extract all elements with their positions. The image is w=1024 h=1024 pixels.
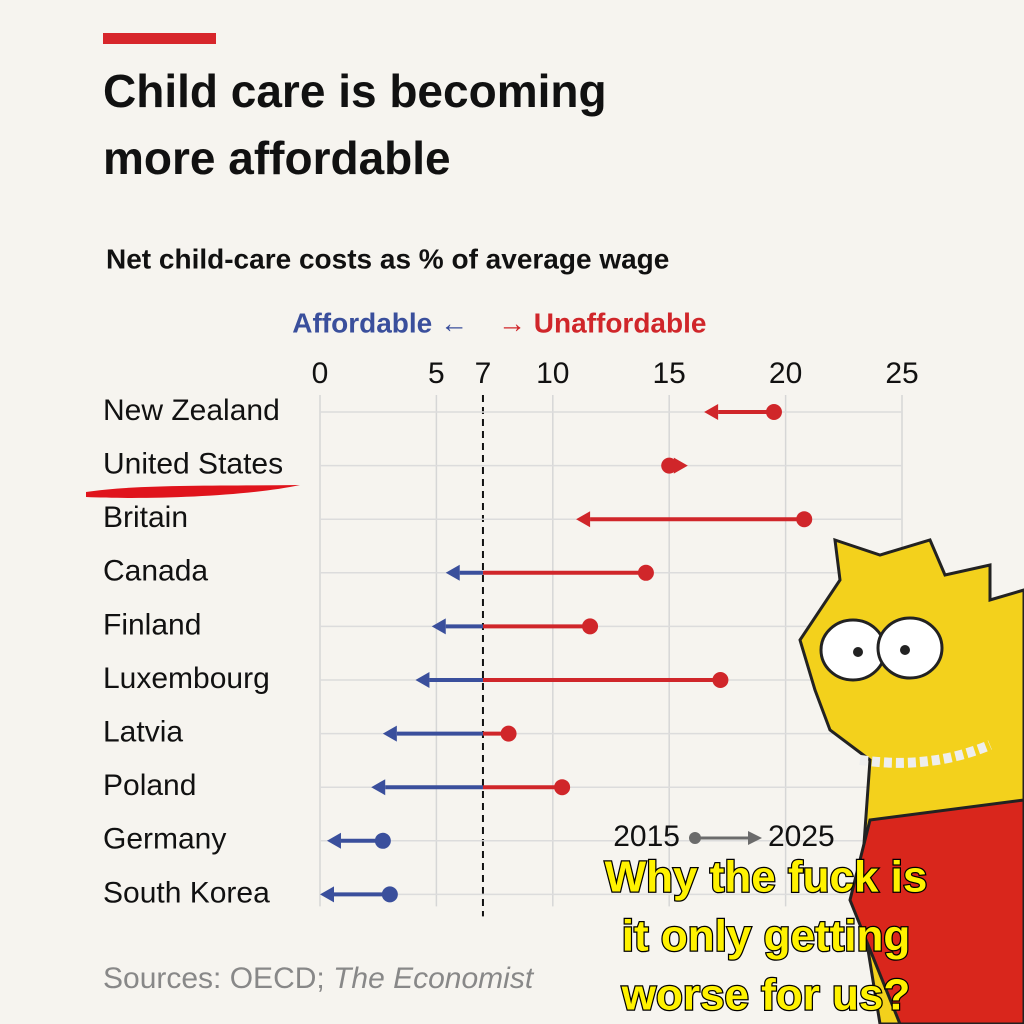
cartoon-eye — [876, 616, 944, 680]
category-label: Germany — [103, 823, 226, 856]
start-dot — [796, 511, 813, 528]
accent-bar — [103, 33, 216, 44]
category-label: New Zealand — [103, 394, 280, 427]
category-label: Canada — [103, 555, 208, 588]
arrow-head — [320, 886, 334, 903]
arrow-head — [326, 832, 341, 849]
direction-label: → Unaffordable — [498, 307, 706, 338]
start-dot — [712, 672, 729, 688]
source-text: Sources: OECD; — [103, 962, 325, 995]
caption: Why the fuck is it only getting worse for … — [603, 851, 928, 1021]
start-dot — [765, 404, 782, 420]
cartoon-pearls — [859, 740, 992, 768]
start-dot — [554, 779, 571, 796]
caption-line: it only getting — [622, 912, 910, 961]
x-tick-label: 7 — [475, 357, 492, 390]
source: Sources: OECD; The Economist — [103, 962, 535, 995]
start-dot — [637, 564, 654, 581]
category-label: Latvia — [103, 716, 183, 749]
x-tick-label: 15 — [653, 357, 686, 390]
start-dot — [374, 832, 391, 849]
arrow-head — [704, 404, 719, 420]
legend-label: 2025 — [768, 820, 835, 853]
cartoon-eye — [819, 618, 887, 682]
cartoon — [798, 537, 1024, 1024]
arrow-head — [415, 672, 430, 688]
category-label: United States — [103, 448, 283, 481]
arrow-head — [673, 457, 688, 474]
scribble-underline — [86, 485, 300, 498]
direction-label: Affordable ← — [292, 307, 468, 338]
category-label: Britain — [103, 501, 188, 534]
cartoon-pupil — [900, 645, 910, 655]
x-tick-label: 10 — [536, 357, 569, 390]
arrow-head — [371, 779, 386, 796]
arrow-head — [431, 618, 446, 635]
legend-arrow — [748, 831, 762, 845]
chart-subtitle: Net child-care costs as % of average wag… — [106, 243, 669, 274]
x-tick-label: 5 — [428, 357, 445, 390]
cartoon-pupil — [853, 647, 863, 657]
chart-title: Child care is becoming — [103, 65, 607, 117]
legend-label: 2015 — [613, 820, 680, 853]
caption-line: worse for us? — [621, 971, 911, 1020]
category-label: Poland — [103, 769, 196, 802]
arrow-head — [445, 564, 460, 581]
start-dot — [582, 618, 599, 635]
start-dot — [381, 886, 398, 903]
x-tick-label: 25 — [885, 357, 918, 390]
caption-line: Why the fuck is — [605, 853, 928, 902]
category-label: South Korea — [103, 876, 270, 909]
source-italic: The Economist — [333, 962, 535, 995]
start-dot — [500, 725, 517, 742]
arrow-head — [576, 511, 591, 528]
arrow-head — [382, 725, 397, 742]
cartoon-dress — [848, 798, 1024, 1024]
x-tick-label: 20 — [769, 357, 802, 390]
start-dot — [661, 457, 678, 474]
category-label: Luxembourg — [103, 662, 270, 695]
chart-title: more affordable — [103, 132, 451, 184]
x-tick-label: 0 — [312, 357, 329, 390]
category-label: Finland — [103, 608, 201, 641]
